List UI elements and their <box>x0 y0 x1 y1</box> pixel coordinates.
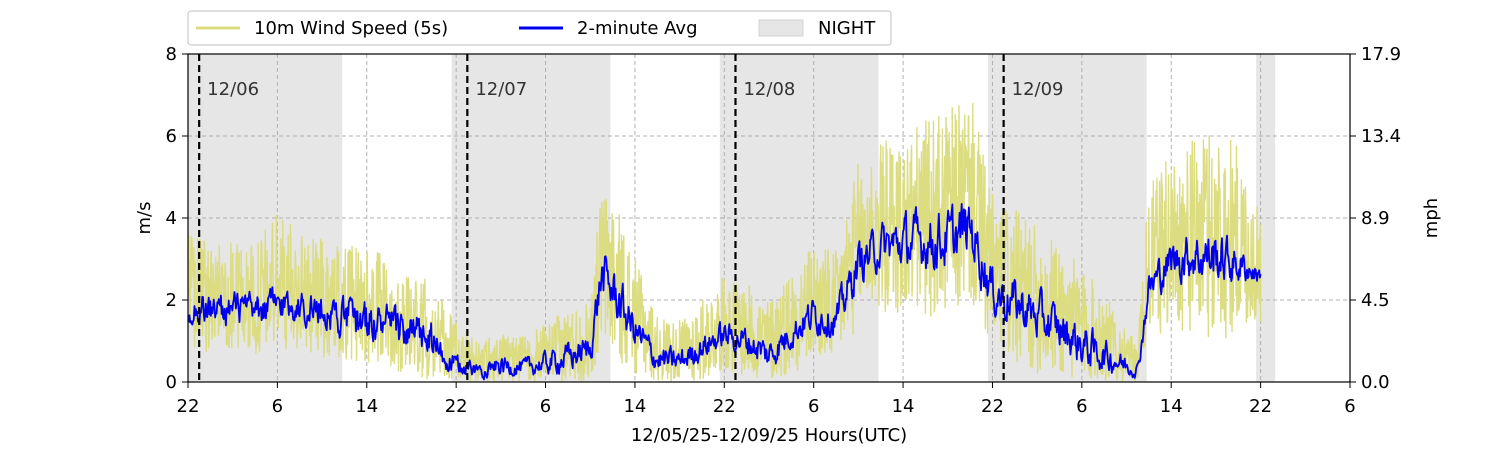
x-axis-label: 12/05/25-12/09/25 Hours(UTC) <box>631 425 907 446</box>
grid <box>188 54 1350 382</box>
day-marker-label: 12/09 <box>1012 79 1064 100</box>
legend-swatch-night <box>758 19 804 37</box>
y-tick-label-left: 6 <box>166 126 177 147</box>
day-marker-label: 12/08 <box>743 79 795 100</box>
day-marker-label: 12/07 <box>475 79 527 100</box>
y-tick-label-right: 4.5 <box>1361 290 1390 311</box>
x-tick-label: 14 <box>623 396 646 417</box>
x-tick-label: 6 <box>272 396 283 417</box>
series-layer <box>188 102 1262 382</box>
y-tick-label-right: 0.0 <box>1361 372 1390 393</box>
y-axis-right: 0.0 4.5 8.9 13.4 17.9 <box>1350 44 1401 393</box>
x-tick-label: 6 <box>1344 396 1355 417</box>
legend-label-avg: 2-minute Avg <box>577 18 698 39</box>
x-tick-label: 14 <box>355 396 378 417</box>
y-axis-left: 0 2 4 6 8 <box>166 44 188 393</box>
x-tick-label: 22 <box>713 396 736 417</box>
x-axis: 22 6 14 22 6 14 22 6 14 22 6 14 22 6 <box>177 382 1356 417</box>
y-tick-label-left: 2 <box>166 290 177 311</box>
y-axis-label-left: m/s <box>134 202 155 235</box>
day-marker-label: 12/06 <box>207 79 259 100</box>
x-tick-label: 22 <box>1249 396 1272 417</box>
series-10m-wind-speed-5s <box>188 102 1262 382</box>
x-tick-label: 6 <box>540 396 551 417</box>
series-2-minute-avg <box>188 203 1262 381</box>
x-tick-label: 14 <box>1160 396 1183 417</box>
y-tick-label-left: 8 <box>166 44 177 65</box>
x-tick-label: 22 <box>981 396 1004 417</box>
y-tick-label-right: 13.4 <box>1361 126 1401 147</box>
day-markers: 12/06 12/07 12/08 12/09 <box>198 54 1064 382</box>
x-tick-label: 22 <box>445 396 468 417</box>
night-band-5 <box>1256 54 1276 382</box>
x-tick-label: 6 <box>1076 396 1087 417</box>
x-tick-label: 6 <box>808 396 819 417</box>
legend-label-night: NIGHT <box>818 18 876 39</box>
y-tick-label-left: 0 <box>166 372 177 393</box>
y-tick-label-right: 17.9 <box>1361 44 1401 65</box>
legend: 10m Wind Speed (5s) 2-minute Avg NIGHT <box>187 10 892 46</box>
y-tick-label-left: 4 <box>166 208 177 229</box>
y-axis-label-right: mph <box>1421 198 1442 238</box>
x-tick-label: 14 <box>892 396 915 417</box>
legend-label-wind-speed: 10m Wind Speed (5s) <box>254 18 448 39</box>
y-tick-label-right: 8.9 <box>1361 208 1390 229</box>
x-tick-label: 22 <box>177 396 200 417</box>
